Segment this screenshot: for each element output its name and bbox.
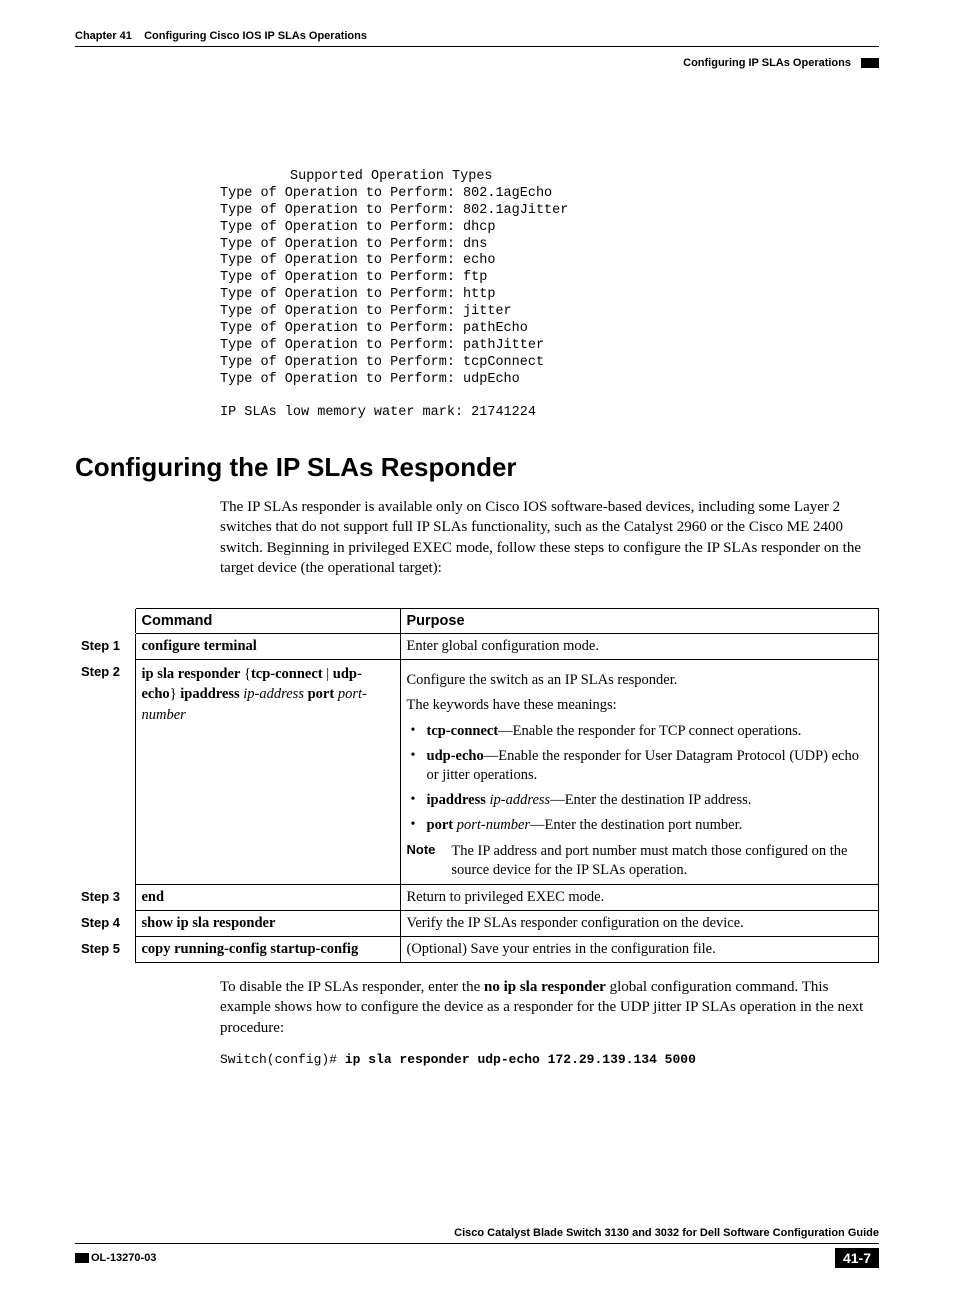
purpose-text: Enter global configuration mode. (400, 634, 879, 660)
code-line: Type of Operation to Perform: pathEcho (220, 321, 528, 336)
footer-doc-id: OL-13270-03 (91, 1252, 156, 1264)
command-text: configure terminal (142, 638, 257, 654)
command-text: end (142, 889, 165, 905)
code-line: Type of Operation to Perform: ftp (220, 270, 487, 285)
code-line: Type of Operation to Perform: udpEcho (220, 372, 520, 387)
purpose-line: Configure the switch as an IP SLAs respo… (407, 672, 873, 689)
chapter-label: Chapter 41 (75, 30, 132, 42)
after-table-paragraph: To disable the IP SLAs responder, enter … (220, 977, 879, 1038)
step-label: Step 4 (75, 911, 135, 937)
page-header: Chapter 41 Configuring Cisco IOS IP SLAs… (75, 30, 879, 42)
purpose-text: Verify the IP SLAs responder configurati… (400, 911, 879, 937)
command-text: show ip sla responder (142, 915, 276, 931)
bullet-item: ipaddress ip-address—Enter the destinati… (407, 791, 873, 810)
note-text: The IP address and port number must matc… (451, 842, 872, 880)
bullet-item: udp-echo—Enable the responder for User D… (407, 747, 873, 785)
command-text: ip sla responder {tcp-connect | udp-echo… (142, 664, 394, 725)
footer-guide-title: Cisco Catalyst Blade Switch 3130 and 303… (75, 1227, 879, 1239)
code-line: Type of Operation to Perform: jitter (220, 304, 512, 319)
step-label: Step 1 (75, 634, 135, 660)
code-line: Type of Operation to Perform: 802.1agJit… (220, 203, 568, 218)
footer-page-number: 41-7 (835, 1248, 879, 1268)
purpose-text: Return to privileged EXEC mode. (400, 885, 879, 911)
section-title: Configuring the IP SLAs Responder (75, 452, 879, 483)
note-label: Note (407, 842, 436, 880)
step-label: Step 3 (75, 885, 135, 911)
table-row: Step 3 end Return to privileged EXEC mod… (75, 885, 879, 911)
page-footer: Cisco Catalyst Blade Switch 3130 and 303… (75, 1227, 879, 1268)
step-label: Step 2 (75, 660, 135, 885)
bullet-list: tcp-connect—Enable the responder for TCP… (407, 722, 873, 834)
bullet-item: port port-number—Enter the destination p… (407, 816, 873, 835)
step-label: Step 5 (75, 937, 135, 963)
table-row: Step 4 show ip sla responder Verify the … (75, 911, 879, 937)
code-line: Type of Operation to Perform: http (220, 287, 495, 302)
note-block: Note The IP address and port number must… (407, 842, 873, 880)
code-line: Type of Operation to Perform: 802.1agEch… (220, 186, 552, 201)
purpose-text: (Optional) Save your entries in the conf… (400, 937, 879, 963)
example-command: Switch(config)# ip sla responder udp-ech… (220, 1052, 879, 1067)
footer-bar-icon (75, 1253, 89, 1263)
code-output: Supported Operation Types Type of Operat… (220, 169, 879, 422)
command-table: Command Purpose Step 1 configure termina… (75, 608, 879, 963)
section-intro: The IP SLAs responder is available only … (220, 497, 879, 578)
code-line: Type of Operation to Perform: dns (220, 237, 487, 252)
footer-rule (75, 1243, 879, 1244)
code-footer: IP SLAs low memory water mark: 21741224 (220, 405, 536, 420)
command-text: copy running-config startup-config (142, 941, 359, 957)
table-header-purpose: Purpose (400, 609, 879, 634)
code-line: Type of Operation to Perform: pathJitter (220, 338, 544, 353)
code-line: Type of Operation to Perform: dhcp (220, 220, 495, 235)
header-rule (75, 46, 879, 47)
header-section-right: Configuring IP SLAs Operations (683, 57, 851, 69)
code-line: Type of Operation to Perform: tcpConnect (220, 355, 544, 370)
header-mark-icon (861, 58, 879, 68)
table-header-command: Command (135, 609, 400, 634)
purpose-line: The keywords have these meanings: (407, 697, 873, 714)
table-row: Step 5 copy running-config startup-confi… (75, 937, 879, 963)
code-line: Type of Operation to Perform: echo (220, 253, 495, 268)
chapter-title: Configuring Cisco IOS IP SLAs Operations (144, 30, 367, 42)
table-row: Step 2 ip sla responder {tcp-connect | u… (75, 660, 879, 885)
code-title: Supported Operation Types (290, 169, 493, 184)
bullet-item: tcp-connect—Enable the responder for TCP… (407, 722, 873, 741)
table-row: Step 1 configure terminal Enter global c… (75, 634, 879, 660)
